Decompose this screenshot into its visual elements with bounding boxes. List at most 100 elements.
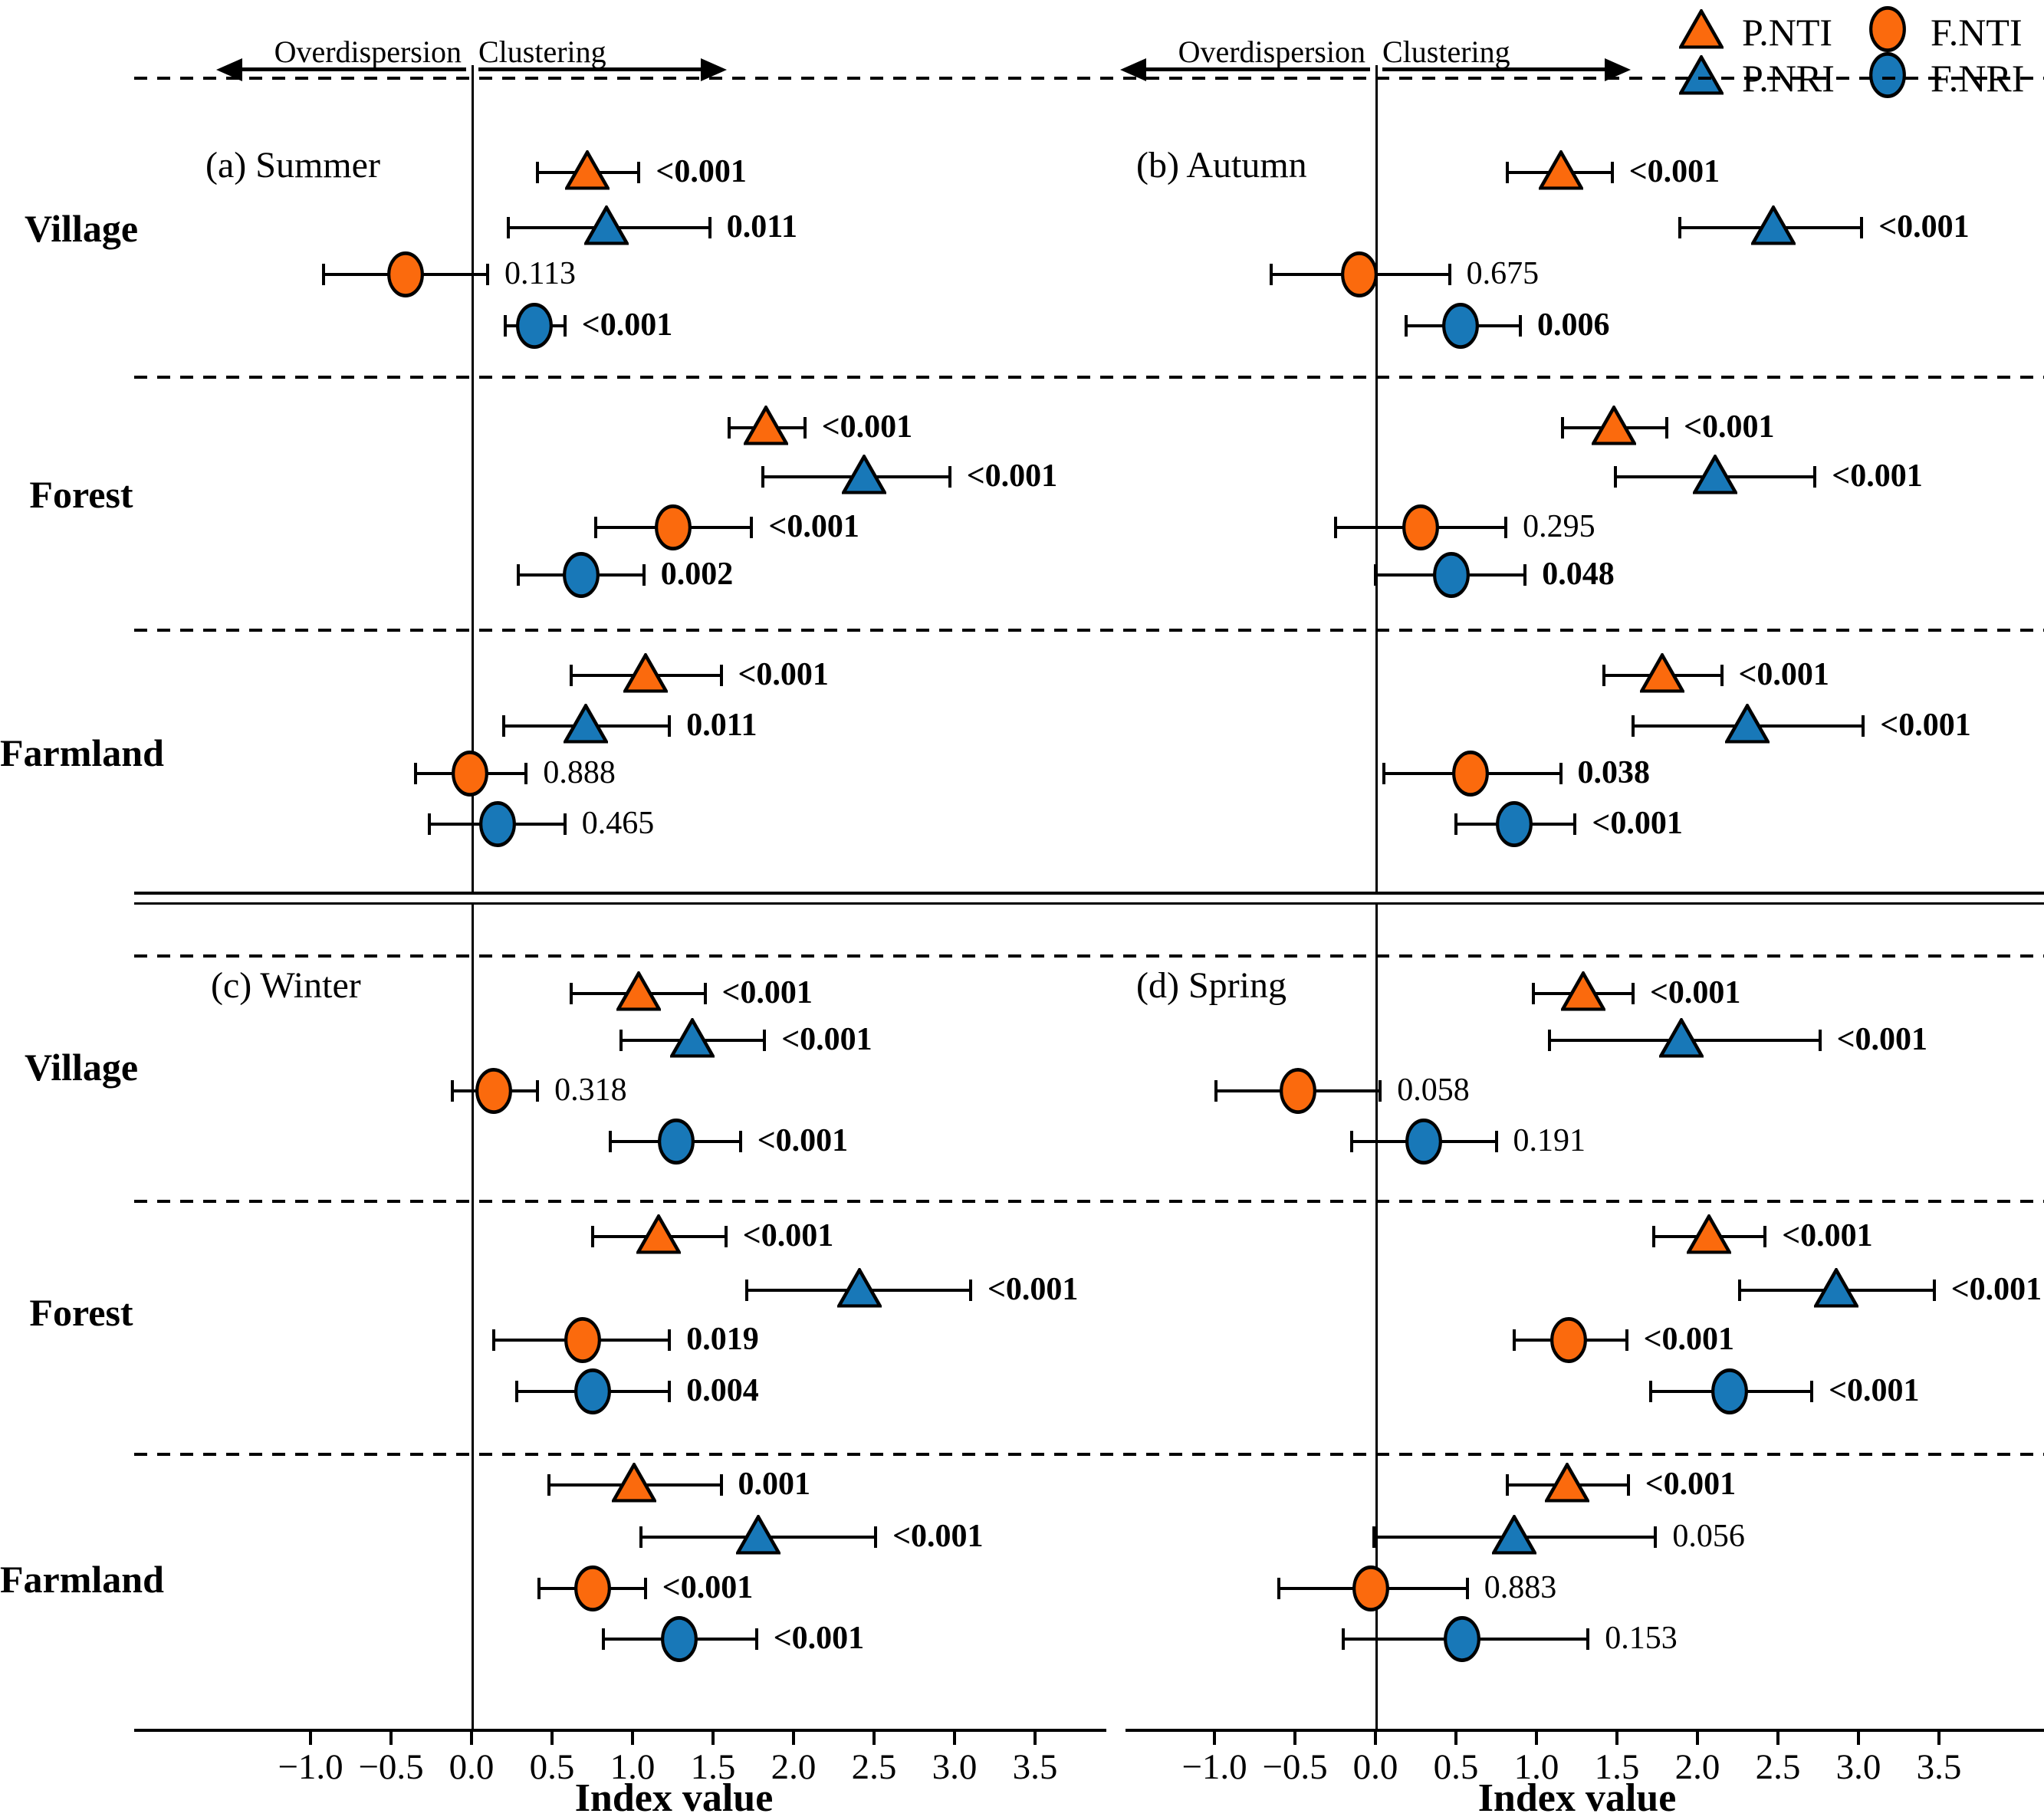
error-bar-cap-left: [514, 1381, 518, 1403]
legend-fnri-circle-icon: [1868, 52, 1908, 98]
x-axis-tick: [550, 1731, 554, 1745]
marker-f-nri: [514, 302, 554, 349]
p-value-label: 0.113: [504, 256, 576, 292]
marker-p-nri: [842, 455, 887, 494]
error-bar-cap-left: [1454, 813, 1457, 835]
marker-f-nti: [573, 1565, 613, 1612]
legend-pnri-triangle-icon: [1679, 55, 1724, 95]
p-value-label: <0.001: [1950, 1272, 2042, 1308]
marker-p-nri: [735, 1515, 780, 1555]
error-bar-cap-right: [642, 564, 646, 586]
marker-f-nri: [573, 1368, 613, 1415]
row-label-village-bottom: Village: [24, 1046, 139, 1089]
p-value-label: 0.001: [738, 1467, 811, 1503]
p-value-label: <0.001: [1684, 409, 1775, 445]
error-bar-cap-left: [1547, 1030, 1551, 1051]
error-bar-cap-left: [608, 1131, 612, 1153]
p-value-label: <0.001: [1628, 153, 1720, 189]
marker-p-nti: [1560, 971, 1605, 1011]
x-axis-tick: [872, 1731, 876, 1745]
error-bar-cap-right: [1573, 813, 1577, 835]
p-value-label: 0.011: [686, 707, 757, 743]
p-value-label: <0.001: [757, 1123, 849, 1159]
error-bar-cap-left: [1269, 264, 1273, 286]
x-axis-title-left: Index value: [574, 1776, 774, 1820]
overdispersion-label-left-panel: Overdispersion: [274, 34, 462, 69]
row-label-farmland-top: Farmland: [0, 731, 164, 774]
error-bar-cap-right: [1610, 161, 1614, 183]
p-value-label: 0.011: [726, 209, 797, 245]
p-value-label: 0.318: [554, 1072, 627, 1108]
marker-f-nri: [659, 1616, 699, 1662]
group-divider-dashed: [134, 1200, 2044, 1203]
x-axis-tick-label: 2.0: [771, 1747, 817, 1787]
x-axis-tick-label: −0.5: [1262, 1747, 1328, 1787]
marker-p-nti: [565, 149, 610, 190]
panel-title-summer: (a) Summer: [205, 145, 380, 186]
x-axis-tick: [1293, 1731, 1296, 1745]
error-bar-cap-right: [1379, 1079, 1382, 1102]
error-bar-cap-left: [590, 1225, 594, 1247]
zero-line-autumn: [1375, 65, 1378, 892]
marker-f-nti: [474, 1067, 514, 1114]
x-axis-line-left: [134, 1729, 1106, 1732]
x-axis-tick-label: 2.0: [1674, 1747, 1720, 1787]
error-bar-cap-left: [1737, 1280, 1741, 1302]
x-axis-tick: [1034, 1731, 1037, 1745]
marker-p-nti: [1538, 149, 1583, 190]
error-bar-cap-right: [1519, 314, 1522, 337]
p-value-label: 0.006: [1537, 307, 1610, 343]
p-value-label: <0.001: [966, 458, 1058, 494]
group-divider-dashed: [134, 77, 2044, 80]
error-bar-cap-left: [504, 314, 508, 337]
error-bar-cap-left: [1649, 1381, 1653, 1403]
error-bar-cap-right: [563, 813, 567, 835]
marker-p-nti: [1686, 1214, 1731, 1254]
error-bar-cap-right: [1932, 1280, 1936, 1302]
p-value-label: <0.001: [781, 1022, 872, 1058]
p-value-label: <0.001: [892, 1519, 984, 1555]
error-bar-cap-left: [1652, 1225, 1656, 1247]
error-bar-cap-left: [1333, 517, 1337, 538]
clustering-label-right-panel: Clustering: [1382, 34, 1510, 69]
marker-p-nti: [623, 653, 668, 693]
clustering-label-left-panel: Clustering: [478, 34, 606, 69]
p-value-label: <0.001: [1878, 209, 1970, 245]
error-bar-cap-right: [1494, 1131, 1498, 1153]
error-bar-cap-right: [1625, 1329, 1628, 1352]
p-value-label: <0.001: [1645, 1467, 1737, 1503]
legend-label-fnti: F.NTI: [1931, 11, 2023, 54]
marker-f-nri: [1442, 1616, 1482, 1662]
clustering-arrow-line-right: [1382, 67, 1606, 71]
x-axis-tick-label: 2.5: [851, 1747, 897, 1787]
marker-f-nti: [1451, 751, 1490, 797]
legend-fnti-circle-icon: [1868, 6, 1908, 52]
error-bar-cap-right: [874, 1526, 878, 1549]
error-bar-cap-left: [1506, 161, 1510, 183]
x-axis-tick: [1454, 1731, 1457, 1745]
error-bar-cap-left: [492, 1329, 496, 1352]
overdispersion-arrow-line: [241, 67, 466, 71]
group-divider-dashed: [134, 629, 2044, 632]
x-axis-tick: [1535, 1731, 1538, 1745]
error-bar-cap-left: [602, 1628, 606, 1650]
x-axis-tick: [470, 1731, 473, 1745]
error-bar-cap-left: [761, 466, 765, 488]
x-axis-tick: [1857, 1731, 1860, 1745]
x-axis-tick-label: 3.0: [1835, 1747, 1881, 1787]
p-value-label: 0.038: [1577, 755, 1651, 791]
overdispersion-label-right-panel: Overdispersion: [1178, 34, 1365, 69]
error-bar-cap-left: [1382, 763, 1385, 785]
marker-f-nti: [563, 1317, 603, 1364]
error-bar-cap-left: [1214, 1079, 1218, 1102]
p-value-label: <0.001: [768, 509, 859, 545]
error-bar-cap-right: [1665, 416, 1669, 439]
error-bar-cap-right: [1632, 982, 1635, 1004]
x-axis-tick: [1937, 1731, 1940, 1745]
error-bar-cap-right: [486, 264, 489, 286]
p-value-label: 0.002: [660, 557, 734, 593]
error-bar-cap-right: [1465, 1578, 1469, 1600]
p-value-label: <0.001: [1880, 707, 1971, 743]
error-bar-cap-left: [1512, 1329, 1516, 1352]
zero-line-summer: [472, 65, 474, 892]
